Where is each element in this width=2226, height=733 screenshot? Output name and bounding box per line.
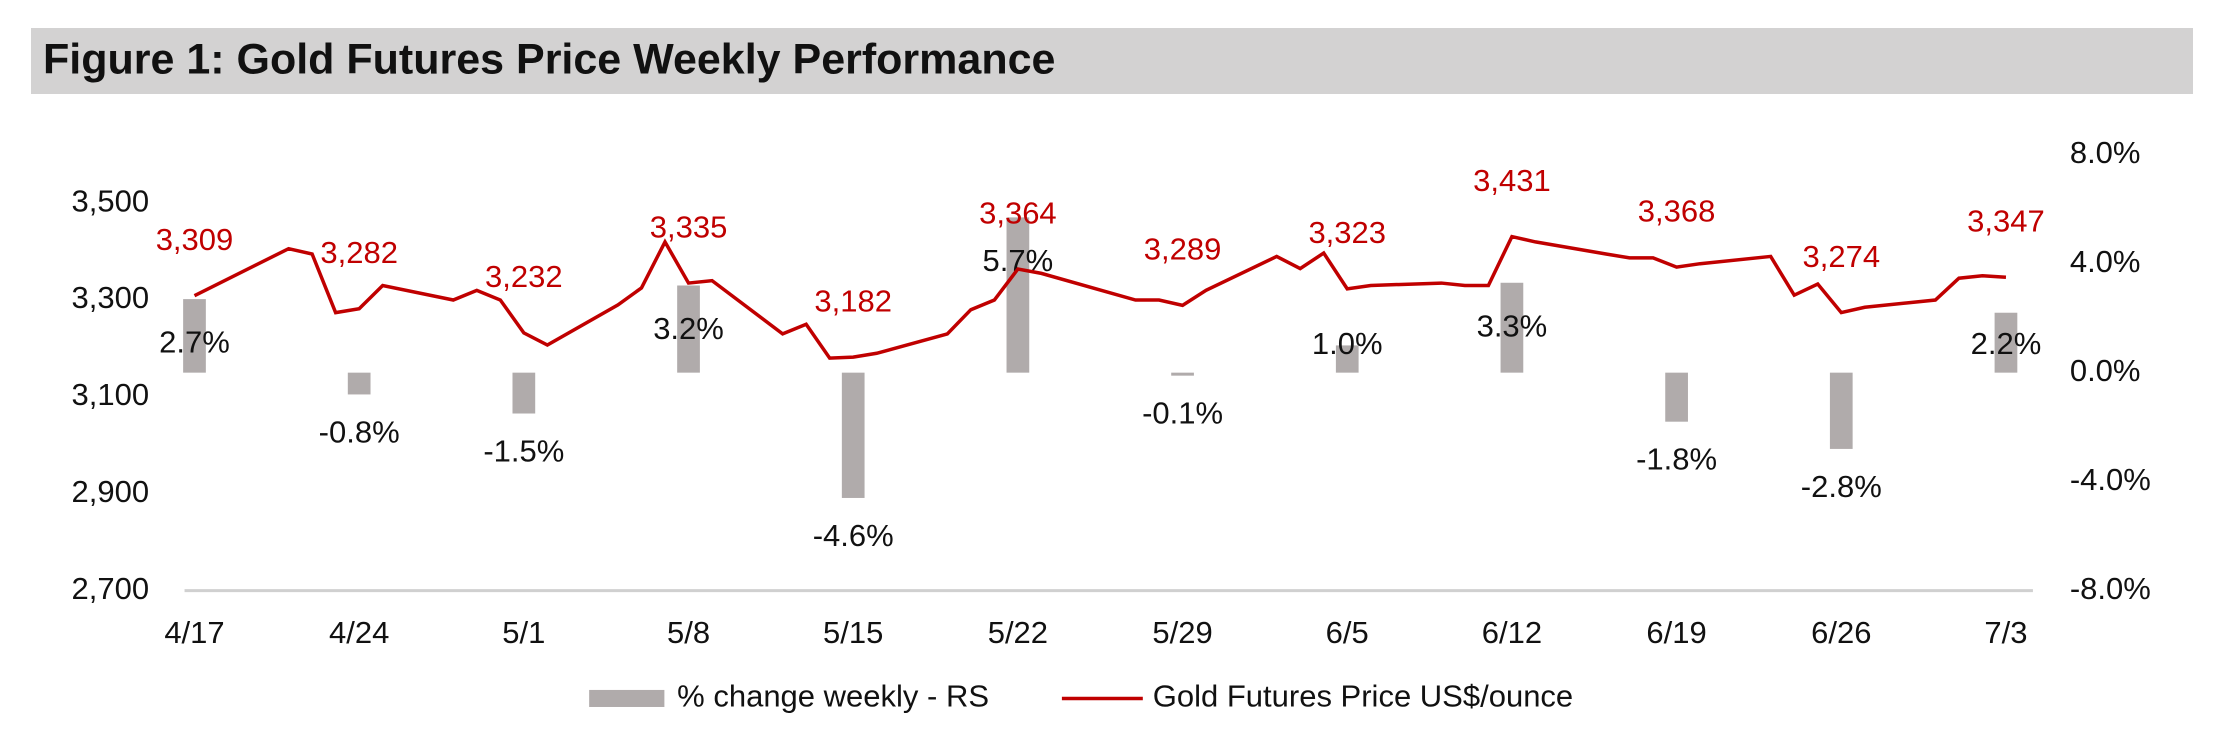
x-tick-label: 6/26 [1811,615,1871,650]
y2-tick-label: 8.0% [2070,135,2141,170]
legend-label: Gold Futures Price US$/ounce [1153,679,1573,714]
bar-value-label: -2.8% [1801,469,1882,504]
price-label: 3,182 [814,283,892,318]
y2-tick-label: -8.0% [2070,571,2151,606]
y2-tick-label: 0.0% [2070,353,2141,388]
bar-value-label: -0.8% [319,414,400,449]
price-label: 3,282 [320,235,398,270]
chart-title: Figure 1: Gold Futures Price Weekly Perf… [43,35,1055,83]
price-label: 3,364 [979,195,1057,230]
y-tick-label: 2,900 [71,474,149,509]
bar-value-label: 3.2% [653,311,724,346]
legend-label: % change weekly - RS [677,679,989,714]
bar-value-label: 3.3% [1477,308,1548,343]
y-tick-label: 3,500 [71,183,149,218]
bar [1335,345,1359,373]
y2-tick-label: -4.0% [2070,462,2151,497]
price-label: 3,335 [650,209,728,244]
bar-value-label: -1.5% [483,433,564,468]
price-label: 3,309 [156,222,234,257]
price-label: 3,274 [1802,239,1880,274]
bar-value-label: 2.7% [159,325,230,360]
bar [841,372,865,498]
bar [1500,282,1524,373]
x-tick-label: 6/5 [1326,615,1369,650]
y-tick-label: 3,100 [71,377,149,412]
bar-value-label: -0.1% [1142,395,1223,430]
x-tick-label: 7/3 [1984,615,2027,650]
x-tick-label: 5/8 [667,615,710,650]
price-label: 3,431 [1473,163,1551,198]
x-tick-label: 5/1 [502,615,545,650]
bar [677,285,700,373]
x-tick-label: 6/19 [1646,615,1706,650]
bar-value-label: 2.2% [1971,326,2042,361]
bar [1006,217,1030,373]
bar-value-label: 1.0% [1312,326,1383,361]
bar [1665,372,1688,422]
x-tick-label: 4/17 [164,615,224,650]
price-label: 3,347 [1967,203,2045,238]
bar-value-label: -1.8% [1636,442,1717,477]
x-tick-label: 5/22 [988,615,1048,650]
x-tick-label: 6/12 [1482,615,1542,650]
price-label: 3,289 [1144,232,1222,267]
title-band [31,28,2193,94]
price-line [193,234,2007,360]
bar [1171,372,1194,376]
x-tick-label: 5/15 [823,615,883,650]
bar-value-label: -4.6% [813,518,894,553]
x-tick-label: 4/24 [329,615,389,650]
x-tick-label: 5/29 [1152,615,1212,650]
bar [512,372,536,414]
price-label: 3,368 [1638,193,1716,228]
bar [183,299,206,373]
y-tick-label: 3,300 [71,280,149,315]
bar [347,372,371,395]
legend-swatch [589,689,665,707]
price-label: 3,232 [485,259,563,294]
price-label: 3,323 [1308,215,1386,250]
y-tick-label: 2,700 [71,571,149,606]
bar [1829,372,1853,449]
bar [1994,312,2018,373]
y2-tick-label: 4.0% [2070,244,2141,279]
